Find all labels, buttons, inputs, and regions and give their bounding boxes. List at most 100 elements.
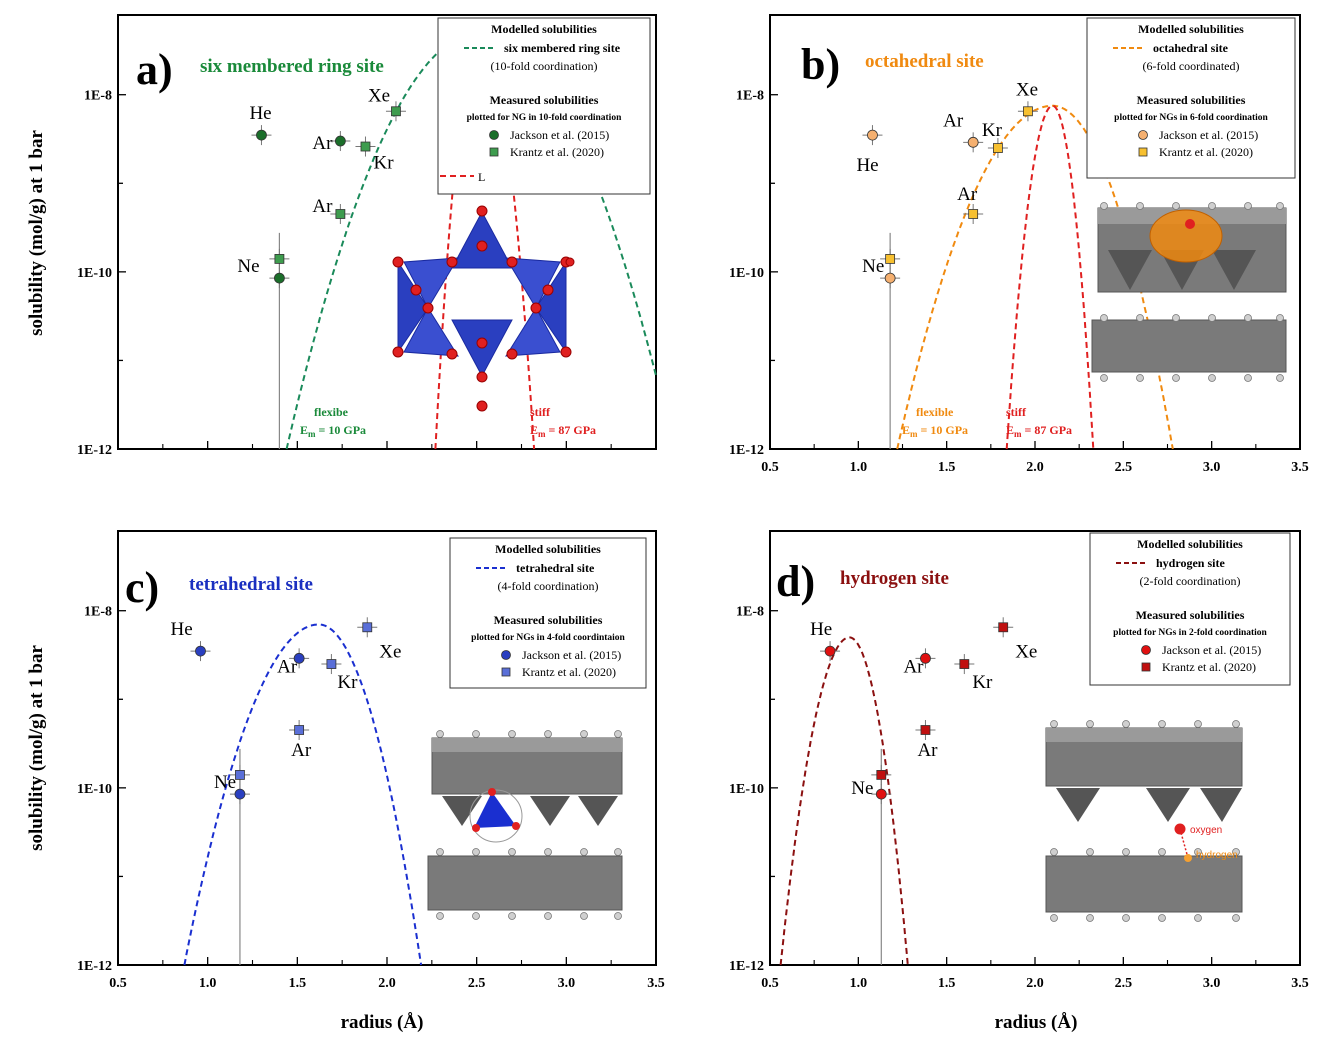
modulus-note-flexible: flexibe [314,405,349,419]
data-point-krantz [362,622,373,633]
legend-modelled-heading: Modelled solubilities [1137,537,1243,551]
modulus-note-stiff: stiff [1006,405,1027,419]
x-tick-label: 1.0 [850,460,868,475]
element-label-kr: Kr [337,672,358,693]
panel-title: octahedral site [865,51,984,72]
y-tick-label: 1E-8 [736,605,764,620]
data-point-krantz [959,659,970,669]
x-tick-label: 1.5 [938,460,956,475]
x-tick-label: 2.0 [1026,976,1044,991]
legend-jackson-label: Jackson et al. (2015) [510,128,609,142]
legend-jackson-marker [1141,645,1151,655]
y-tick-label: 1E-12 [729,959,764,974]
modulus-value-stiff: Em = 87 GPa [1006,423,1072,439]
x-tick-label: 2.5 [1115,460,1133,475]
legend-box [1089,532,1291,686]
y-tick-label: 1E-10 [729,782,764,797]
octahedral-structure-image [1091,202,1287,382]
y-tick-label: 1E-8 [84,89,112,104]
legend-measured-heading: Measured solubilities [490,93,599,107]
legend-measured-heading: Measured solubilities [494,613,603,627]
data-point-jackson [920,652,931,664]
x-tick-label: 3.0 [558,976,576,991]
legend-coordination: (6-fold coordinated) [1143,59,1240,73]
element-label-xe: Xe [1016,79,1038,100]
legend-model-line: octahedral site [1153,41,1229,55]
x-tick-label: 0.5 [761,976,779,991]
x-tick-label: 3.0 [1203,460,1221,475]
legend-krantz-marker [1138,147,1148,157]
x-tick-label: 2.0 [378,976,396,991]
legend-box [1086,17,1296,179]
x-tick-label: 2.5 [468,976,486,991]
element-label-ar: Ar [903,656,924,677]
data-point-krantz [993,143,1003,153]
model-curve-primary [779,636,909,966]
tetrahedral-structure-image [427,730,623,920]
panel-letter: a) [136,45,173,94]
element-label-he: He [170,619,192,640]
data-point-krantz [235,770,245,780]
x-tick-label: 3.5 [1291,460,1309,475]
legend-krantz-label: Krantz et al. (2020) [1159,145,1253,159]
modulus-value-flexible: Em = 10 GPa [902,423,968,439]
panel-letter: d) [776,557,815,606]
legend-measured-heading: Measured solubilities [1136,608,1245,622]
legend-model-line: six membered ring site [504,41,621,55]
panel-c: 1E-12 1E-10 1E-8 0.5 1.0 1.5 2.0 2.5 3.0 3.5 He Ne… [77,530,665,991]
legend-jackson-label: Jackson et al. (2015) [522,648,621,662]
legend-jackson-label: Jackson et al. (2015) [1162,643,1261,657]
element-label-ar: Ar [957,184,978,205]
modulus-value-stiff: Em = 87 GPa [530,423,596,439]
legend-modelled-heading: Modelled solubilities [491,22,597,36]
element-label-he: He [856,155,878,176]
model-curve-stiff [1005,104,1095,450]
data-point-jackson [234,788,246,800]
x-tick-label: 1.5 [938,976,956,991]
modulus-note-stiff: stiff [530,405,551,419]
y-tick-label: 1E-10 [77,266,112,281]
element-label-ne: Ne [214,772,236,793]
panel-title: hydrogen site [840,568,949,589]
panel-letter: b) [801,40,840,89]
data-point-jackson [884,272,896,284]
legend-model-line: tetrahedral site [516,561,595,575]
panel-title: tetrahedral site [189,574,313,595]
data-point-jackson [293,652,305,664]
legend-jackson-marker [1138,130,1148,140]
x-axis-title-right: radius (Å) [995,1012,1078,1033]
element-label-ar: Ar [277,656,298,677]
legend-krantz-marker [1141,662,1151,672]
legend-measured-heading: Measured solubilities [1137,93,1246,107]
y-axis-title-top: solubility (mol/g) at 1 bar [26,130,47,336]
element-label-xe: Xe [379,641,401,662]
legend-jackson-marker [501,650,511,660]
element-label-ne: Ne [862,256,884,277]
y-tick-label: 1E-8 [736,89,764,104]
element-label-ne: Ne [237,256,259,277]
legend-measured-note: plotted for NGs in 4-fold coordintaion [471,633,625,643]
legend-extra-label: L [478,170,485,184]
legend-jackson-marker [489,130,499,140]
element-label-kr: Kr [982,120,1003,141]
element-label-ne: Ne [851,778,873,799]
data-point-krantz [885,254,896,264]
legend-krantz-label: Krantz et al. (2020) [510,145,604,159]
data-point-krantz [1023,106,1033,117]
element-label-ar: Ar [917,740,938,761]
x-tick-label: 3.5 [1291,976,1309,991]
element-label-kr: Kr [972,672,993,693]
data-point-krantz [294,725,305,735]
x-tick-label: 2.0 [1026,460,1044,475]
data-point-jackson [867,129,878,141]
y-tick-label: 1E-12 [77,443,112,458]
legend-box [449,537,647,689]
data-point-krantz [274,254,285,264]
panel-letter: c) [125,563,159,612]
x-tick-label: 1.0 [199,976,217,991]
data-point-krantz [998,622,1009,633]
data-point-krantz [876,770,887,780]
data-point-jackson [875,788,887,800]
element-label-ar: Ar [943,110,964,131]
